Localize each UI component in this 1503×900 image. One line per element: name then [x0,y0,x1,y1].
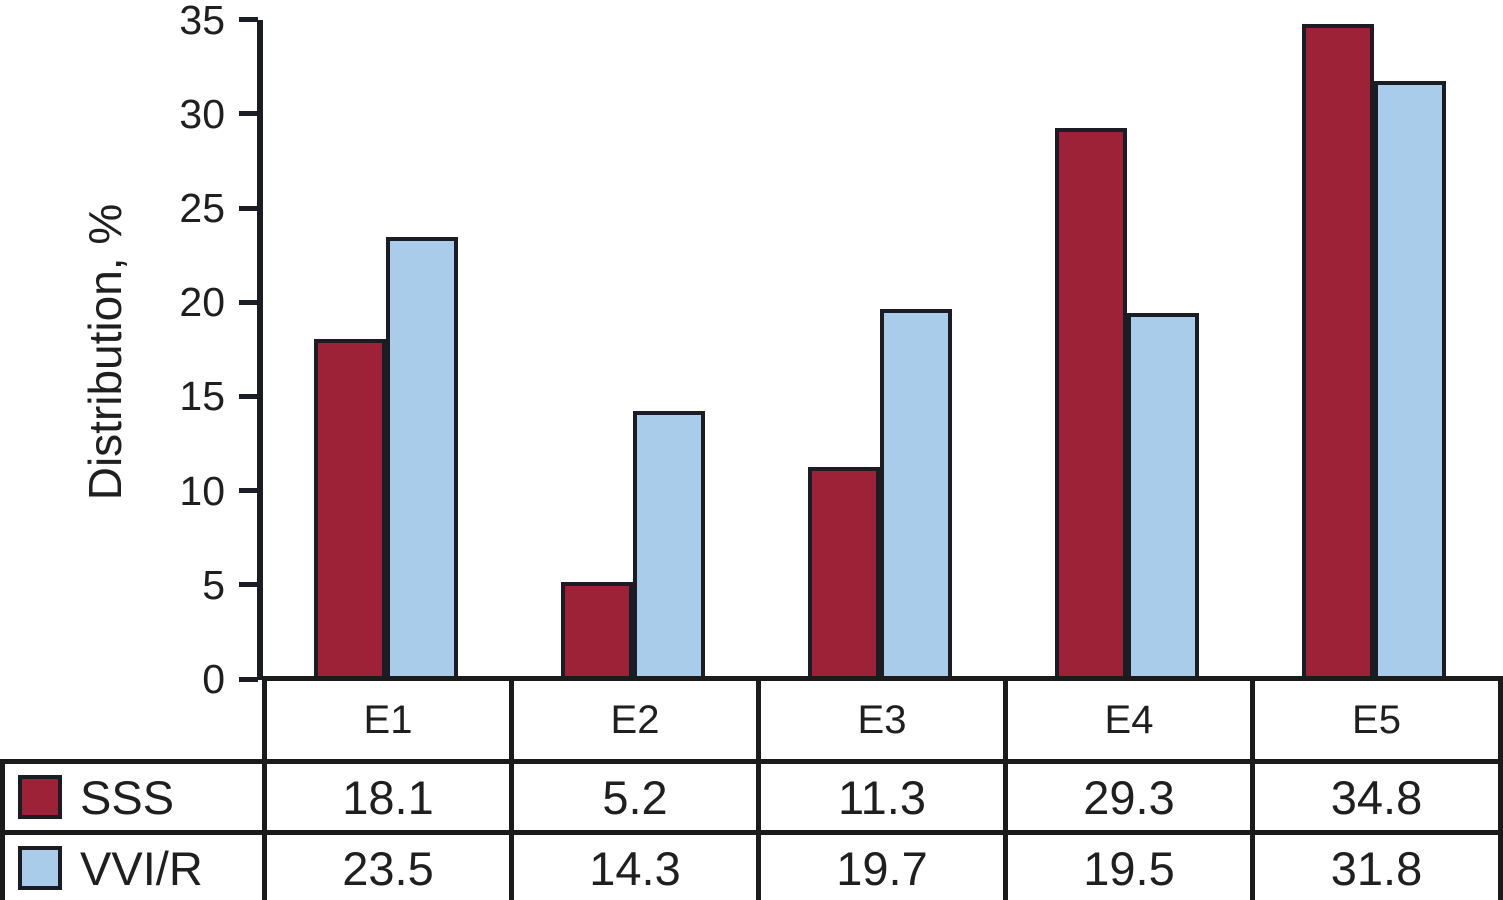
legend-swatch-icon [18,846,62,890]
category-header-row: E1 E2 E3 E4 E5 [3,676,1503,764]
y-tick-mark [239,582,258,588]
y-axis-line [257,20,263,680]
value-sss-e3: 11.3 [756,759,1008,835]
y-tick-mark [239,205,258,211]
y-tick-label: 10 [179,467,225,514]
y-tick-mark [239,488,258,494]
y-tick-label: 30 [179,90,225,137]
y-tick-label: 35 [179,0,225,43]
value-sss-e4: 29.3 [1003,759,1255,835]
category-label-e3: E3 [756,676,1008,764]
category-label-e1: E1 [262,676,514,764]
bar-vvir-e4 [1127,313,1199,680]
bar-sss-e5 [1302,24,1374,680]
category-label-e4: E4 [1003,676,1255,764]
bar-sss-e4 [1055,128,1127,680]
value-sss-e2: 5.2 [509,759,761,835]
value-vvir-e1: 23.5 [262,830,514,900]
bar-sss-e3 [808,467,880,680]
value-vvir-e2: 14.3 [509,830,761,900]
bar-vvir-e2 [633,411,705,680]
legend-label: SSS [80,770,175,824]
value-vvir-e5: 31.8 [1250,830,1503,900]
y-tick-mark [239,676,258,682]
series-row-vvir: VVI/R 23.5 14.3 19.7 19.5 31.8 [0,830,1503,900]
y-tick-mark [239,393,258,399]
legend-cell-vvir: VVI/R [0,830,267,900]
y-tick-mark [239,111,258,117]
bar-sss-e2 [561,582,633,680]
bar-vvir-e5 [1374,81,1446,680]
value-vvir-e3: 19.7 [756,830,1008,900]
y-tick-label: 15 [179,373,225,420]
value-sss-e5: 34.8 [1250,759,1503,835]
table-corner-blank [3,679,265,762]
bar-vvir-e3 [880,309,952,680]
legend-cell-sss: SSS [0,759,267,835]
legend-swatch-icon [18,775,62,819]
y-tick-label: 25 [179,185,225,231]
category-label-e2: E2 [509,676,761,764]
y-tick-label: 20 [179,279,225,326]
y-tick-mark [239,17,258,23]
y-tick-label: 5 [202,561,225,608]
bar-vvir-e1 [386,237,458,680]
bar-sss-e1 [314,339,386,680]
y-tick-mark [239,299,258,305]
series-row-sss: SSS 18.1 5.2 11.3 29.3 34.8 [0,759,1503,835]
legend-label: VVI/R [80,841,203,895]
value-vvir-e4: 19.5 [1003,830,1255,900]
data-table: E1 E2 E3 E4 E5 SSS 18.1 5.2 11.3 29.3 34.8 VVI/R 23.… [0,676,1503,900]
value-sss-e1: 18.1 [262,759,514,835]
category-label-e5: E5 [1250,676,1503,764]
y-tick-label: 0 [202,656,225,702]
